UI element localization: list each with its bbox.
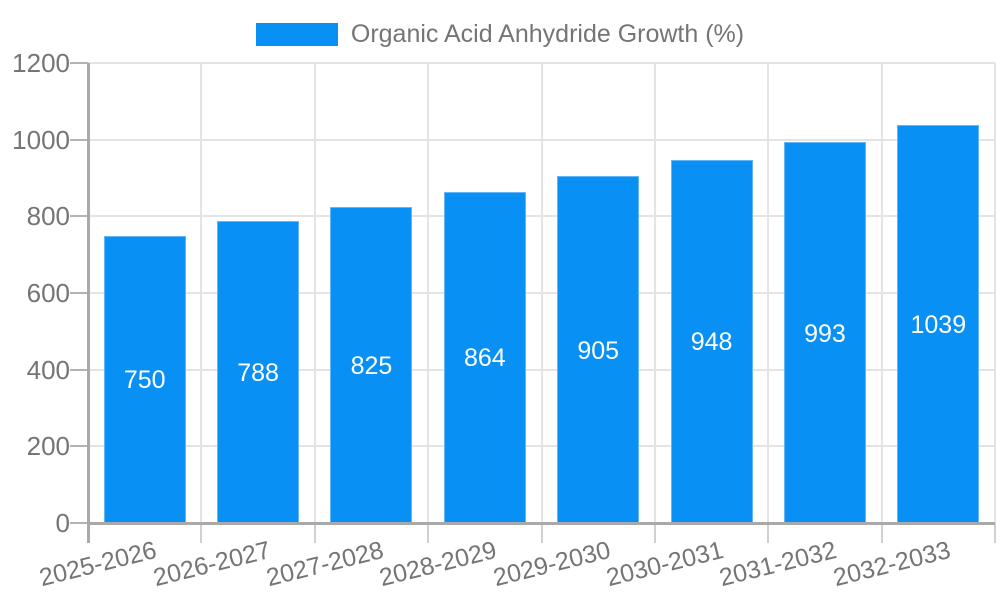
bar-value-label: 750 bbox=[123, 366, 166, 395]
bar-value-label: 788 bbox=[237, 358, 279, 387]
bar: 905 bbox=[557, 176, 640, 523]
bar: 750 bbox=[103, 235, 186, 523]
bar: 825 bbox=[330, 206, 413, 523]
y-tick-mark bbox=[70, 62, 88, 64]
y-tick-label: 1200 bbox=[12, 48, 70, 78]
x-tick-label: 2029-2030 bbox=[490, 536, 613, 593]
x-tick-label: 2028-2029 bbox=[376, 536, 500, 593]
chart-legend: Organic Acid Anhydride Growth (%) bbox=[0, 20, 1000, 49]
plot-area: 750 788 825 864 905 948 993 1039 bbox=[70, 62, 996, 543]
x-tick-label: 2032-2033 bbox=[830, 536, 954, 593]
bar: 864 bbox=[443, 191, 526, 523]
gridline-vertical bbox=[313, 63, 316, 523]
y-tick-label: 400 bbox=[26, 354, 70, 385]
x-tick-label: 2030-2031 bbox=[603, 536, 727, 593]
gridline-vertical bbox=[540, 63, 543, 523]
y-tick-label: 200 bbox=[26, 431, 70, 462]
bar: 788 bbox=[217, 220, 300, 523]
x-tick-mark bbox=[427, 523, 430, 543]
y-tick-mark bbox=[70, 138, 88, 141]
x-tick-label: 2027-2028 bbox=[263, 536, 387, 593]
legend-swatch bbox=[255, 23, 338, 46]
y-tick-mark bbox=[70, 445, 88, 448]
bar-value-label: 1039 bbox=[910, 310, 967, 339]
x-tick-mark bbox=[313, 523, 316, 543]
y-tick-mark bbox=[70, 292, 88, 294]
gridline-vertical bbox=[994, 63, 996, 523]
y-tick-label: 600 bbox=[26, 278, 70, 308]
gridline-vertical bbox=[653, 63, 656, 523]
x-tick-mark bbox=[994, 523, 996, 543]
bar: 948 bbox=[670, 159, 753, 523]
bar-value-label: 825 bbox=[350, 351, 393, 380]
x-tick-mark bbox=[880, 523, 883, 543]
x-tick-label: 2025-2026 bbox=[36, 536, 160, 593]
y-axis-line bbox=[87, 63, 90, 543]
gridline-vertical bbox=[200, 63, 203, 523]
x-tick-mark bbox=[200, 523, 203, 543]
y-tick-mark bbox=[70, 368, 88, 371]
bar: 993 bbox=[783, 142, 866, 523]
x-axis-line bbox=[88, 522, 995, 525]
x-tick-mark bbox=[653, 523, 656, 543]
gridline-vertical bbox=[427, 63, 430, 523]
y-tick-mark bbox=[70, 215, 88, 218]
x-tick-label: 2031-2032 bbox=[716, 536, 840, 593]
bar-value-label: 948 bbox=[690, 328, 733, 357]
x-tick-mark bbox=[767, 523, 770, 543]
y-tick-mark bbox=[70, 522, 88, 524]
x-tick-label: 2026-2027 bbox=[150, 536, 273, 593]
gridline-vertical bbox=[880, 63, 883, 523]
bar: 1039 bbox=[897, 124, 980, 523]
y-tick-label: 1000 bbox=[12, 124, 70, 155]
y-tick-label: 800 bbox=[26, 201, 70, 232]
bar-value-label: 864 bbox=[463, 344, 506, 373]
gridline-vertical bbox=[767, 63, 770, 523]
x-tick-mark bbox=[540, 523, 543, 543]
bar-value-label: 905 bbox=[577, 336, 620, 365]
y-tick-label: 0 bbox=[55, 508, 70, 538]
legend-series-label: Organic Acid Anhydride Growth (%) bbox=[350, 20, 745, 48]
bar-value-label: 993 bbox=[804, 319, 846, 348]
